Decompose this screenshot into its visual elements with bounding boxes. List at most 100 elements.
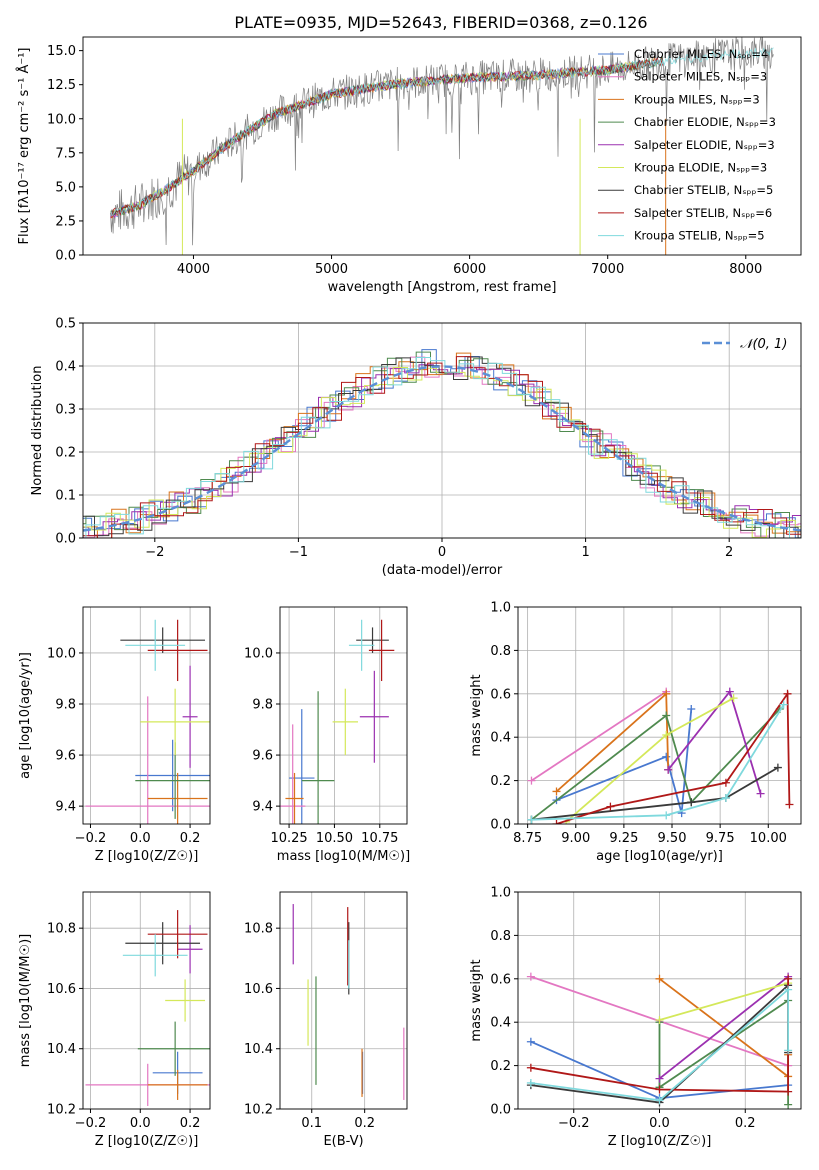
x-tick-label: 9.50	[658, 831, 687, 846]
y-tick-label: 0.6	[490, 972, 511, 987]
x-tick-label: 0.2	[735, 1116, 756, 1131]
weight-marker-7-3	[783, 689, 792, 698]
weight-marker-2-0	[552, 787, 561, 796]
weight-line-4	[658, 975, 789, 1080]
weight-marker-0-1	[662, 752, 671, 761]
y-axis-label: mass weight	[469, 959, 484, 1041]
weight-line-6	[531, 766, 779, 821]
axes-frame	[82, 606, 211, 825]
y-tick-label: 0.2	[490, 774, 511, 789]
weight-marker-4-2	[756, 789, 765, 798]
y-tick-label: 0.8	[490, 929, 511, 944]
legend-label-normal: 𝒩(0, 1)	[740, 337, 787, 352]
weight-marker-4-1	[725, 687, 734, 696]
y-tick-label: 0.2	[55, 446, 76, 461]
errorbars-age-vs-z	[85, 619, 210, 824]
x-tick-label: 0.2	[180, 831, 201, 846]
y-tick-label: 9.8	[252, 698, 273, 713]
x-tick-label: 10.25	[270, 831, 307, 846]
y-tick-label: 0.0	[490, 1103, 511, 1118]
y-tick-label: 5.0	[55, 180, 76, 195]
x-tick-label: −0.2	[558, 1116, 590, 1131]
axes-residuals: −2 −1 0 1 2 0.0 0.1 0.2 0.3 0.4 0.5 𝒩(0, 1) (data-mo…	[30, 317, 802, 578]
weight-marker-8-3	[779, 700, 788, 709]
legend-label-0: Chabrier MILES, Nₛₚₚ=4	[634, 47, 768, 61]
weight-marker-4-0	[655, 1074, 664, 1083]
y-tick-label: 10.4	[47, 1042, 76, 1057]
histogram-6	[83, 356, 801, 538]
model-spectrum-7	[110, 57, 664, 219]
legend-label-4: Salpeter ELODIE, Nₛₚₚ=3	[634, 138, 775, 152]
axes-age-vs-mass: 10.25 10.50 10.75 9.4 9.6 9.8 10.0 mass [log10(…	[244, 606, 410, 864]
legend-label-8: Kroupa STELIB, Nₛₚₚ=5	[634, 229, 765, 243]
axes-age-vs-z: −0.2 0.0 0.2 9.4 9.6 9.8 10.0 Z [log10(Z/Z☉)] ag…	[18, 606, 211, 864]
weight-marker-8-0	[527, 815, 536, 824]
y-axis-label: mass weight	[469, 674, 484, 756]
axes-mass-vs-ebv: 0.1 0.2 10.2 10.4 10.6 10.8 E(B-V)	[244, 891, 408, 1149]
weight-marker-3-3	[784, 1100, 793, 1109]
x-axis-label: Z [log10(Z/Z☉)]	[95, 1134, 199, 1149]
y-tick-label: 9.4	[55, 800, 76, 815]
weight-marker-8-0	[526, 1078, 535, 1087]
y-tick-label: 0.5	[55, 317, 76, 332]
axes-mass-vs-z: −0.2 0.0 0.2 10.2 10.4 10.6 10.8 Z [log10(Z/Z☉)…	[18, 891, 211, 1149]
weight-marker-4-0	[664, 765, 673, 774]
weight-marker-1-0	[527, 776, 536, 785]
weight-marker-3-1	[662, 711, 671, 720]
x-tick-label: −0.2	[75, 1116, 107, 1131]
y-tick-label: 0.1	[55, 489, 76, 504]
y-axis-label: age [log10(age/yr)]	[18, 652, 33, 779]
weight-marker-8-3	[784, 1046, 793, 1055]
y-tick-label: 10.6	[244, 982, 273, 997]
y-tick-label: 10.4	[244, 1042, 273, 1057]
weight-marker-7-1	[655, 1085, 664, 1094]
weight-line-0	[556, 708, 693, 814]
weight-line-1	[531, 690, 667, 782]
y-tick-label: 1.0	[490, 886, 511, 901]
weight-marker-5-2	[729, 694, 738, 703]
y-axis-label: Flux [fλ10⁻¹⁷ erg cm⁻² s⁻¹ Å⁻¹]	[16, 48, 32, 245]
x-tick-label: 0.2	[180, 1116, 201, 1131]
x-tick-label: 8000	[729, 262, 762, 277]
weight-marker-7-3	[784, 974, 793, 983]
x-tick-label: −0.2	[75, 831, 107, 846]
weight-marker-6-1	[687, 798, 696, 807]
axes-frame	[279, 891, 408, 1110]
x-tick-label: 0.1	[301, 1116, 322, 1131]
legend-label-7: Salpeter STELIB, Nₛₚₚ=6	[634, 206, 772, 220]
histogram-2	[83, 352, 801, 538]
y-tick-label: 9.8	[55, 698, 76, 713]
weight-marker-7-2	[784, 1087, 793, 1096]
y-tick-label: 0.6	[490, 687, 511, 702]
weight-marker-8-1	[662, 811, 671, 820]
errorbars-mass-vs-z	[85, 910, 210, 1106]
histogram-7	[83, 356, 801, 538]
y-tick-label: 15.0	[47, 44, 76, 59]
model-spectrum-5	[110, 61, 636, 216]
lines-weight-vs-z	[526, 972, 793, 1109]
y-tick-label: 10.0	[47, 112, 76, 127]
y-tick-label: 0.4	[55, 360, 76, 375]
x-axis-label: wavelength [Angstrom, rest frame]	[328, 280, 557, 295]
y-axis-label: mass [log10(M/M☉)]	[18, 934, 33, 1067]
histogram-3	[83, 351, 801, 538]
weight-line-8	[531, 704, 785, 821]
y-tick-label: 0.0	[55, 532, 76, 547]
legend: Chabrier MILES, Nₛₚₚ=4 Salpeter MILES, Nₛ…	[598, 47, 776, 243]
axes-spectrum: 4000 5000 6000 7000 8000 0.0 2.5 5.0 7.5 10.0 12.5…	[16, 36, 802, 295]
x-tick-label: 10.00	[750, 831, 787, 846]
axes-frame	[517, 606, 802, 825]
y-tick-label: 9.6	[55, 749, 76, 764]
x-tick-label: 7000	[591, 262, 624, 277]
legend-label-3: Chabrier ELODIE, Nₛₚₚ=3	[634, 115, 776, 129]
weight-marker-7-0	[526, 1063, 535, 1072]
y-tick-label: 12.5	[47, 78, 76, 93]
weight-marker-7-2	[721, 778, 730, 787]
histogram-4	[83, 364, 801, 537]
y-tick-label: 10.8	[47, 922, 76, 937]
x-tick-label: −2	[145, 545, 164, 560]
x-axis-label: age [log10(age/yr)]	[596, 849, 723, 864]
y-tick-label: 1.0	[490, 601, 511, 616]
y-tick-label: 10.0	[47, 646, 76, 661]
